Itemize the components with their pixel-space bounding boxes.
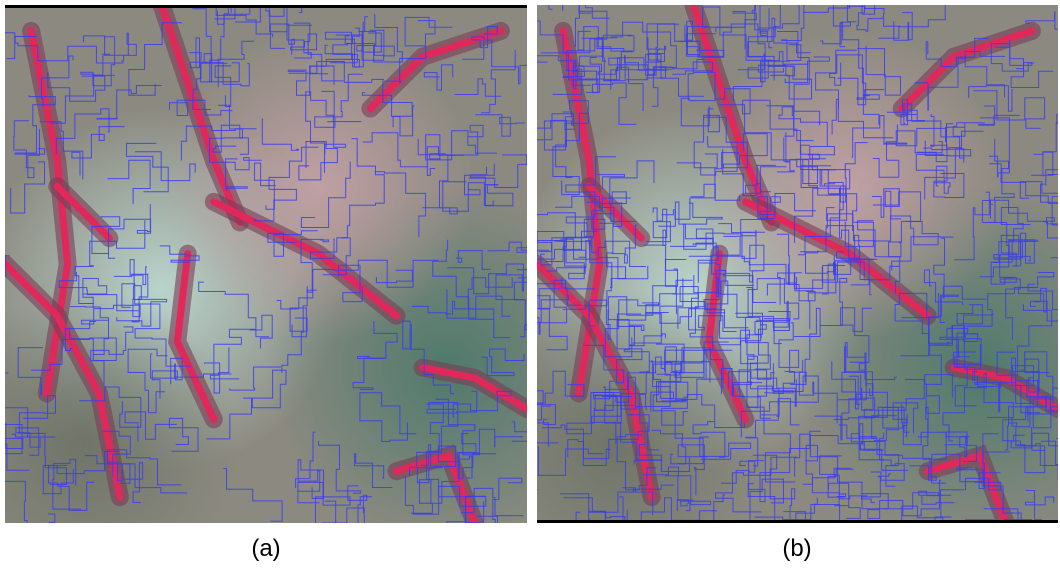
figure: (a) (b) bbox=[0, 0, 1060, 573]
image-border bbox=[5, 5, 527, 8]
terrain-tone bbox=[5, 5, 527, 523]
panel-b-image bbox=[485, 0, 1060, 573]
segment-boundary bbox=[811, 520, 830, 573]
panel-caption: (a) bbox=[251, 535, 280, 562]
panel-caption: (b) bbox=[782, 535, 811, 562]
image-border bbox=[537, 520, 1058, 523]
page: (a) (b) (() => { const data = JSON.parse… bbox=[0, 0, 1060, 573]
panel-a-image bbox=[0, 0, 547, 544]
